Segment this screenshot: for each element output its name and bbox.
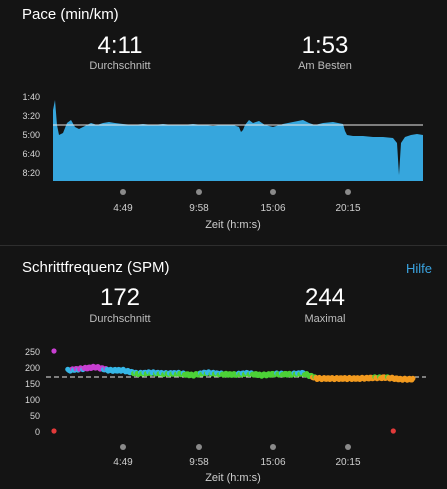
pace-avg-value: 4:11 xyxy=(97,32,143,59)
pace-area xyxy=(53,100,423,181)
pace-x-tick-dot xyxy=(196,189,202,195)
pace-y-tick: 8:20 xyxy=(22,168,40,178)
cadence-point xyxy=(390,428,396,434)
cadence-x-tick-label: 20:15 xyxy=(335,457,361,468)
cadence-avg-value: 172 xyxy=(99,284,141,311)
pace-x-tick-dot xyxy=(345,189,351,195)
cadence-y-tick: 100 xyxy=(24,395,40,405)
pace-x-tick-label: 4:49 xyxy=(113,203,133,214)
cadence-point xyxy=(410,375,416,381)
pace-y-tick: 1:40 xyxy=(22,92,40,102)
cadence-x-axis-title: Zeit (h:m:s) xyxy=(205,472,261,484)
cadence-x-tick-dot xyxy=(120,444,126,450)
cadence-point xyxy=(51,428,57,434)
cadence-y-tick: 150 xyxy=(24,379,40,389)
cadence-x-tick-label: 15:06 xyxy=(260,457,286,468)
cadence-title: Schrittfrequenz (SPM) xyxy=(22,259,170,276)
pace-y-tick: 6:40 xyxy=(22,149,40,159)
cadence-max-label: Maximal xyxy=(304,313,346,325)
cadence-x-tick-label: 4:49 xyxy=(113,457,133,468)
pace-best-label: Am Besten xyxy=(298,60,352,72)
pace-x-tick-dot xyxy=(120,189,126,195)
cadence-chart xyxy=(46,348,426,434)
pace-x-tick-label: 9:58 xyxy=(189,203,209,214)
pace-x-tick-dot xyxy=(270,189,276,195)
pace-y-tick: 5:00 xyxy=(22,130,40,140)
cadence-x-tick-dot xyxy=(270,444,276,450)
pace-best-value: 1:53 xyxy=(301,32,349,59)
section-divider xyxy=(0,245,447,246)
pace-x-tick-label: 20:15 xyxy=(335,203,361,214)
help-link[interactable]: Hilfe xyxy=(406,261,433,276)
cadence-y-tick: 50 xyxy=(29,411,40,421)
pace-x-tick-label: 15:06 xyxy=(260,203,286,214)
pace-chart xyxy=(53,100,423,181)
cadence-points xyxy=(51,348,416,434)
cadence-x-tick-dot xyxy=(345,444,351,450)
cadence-x-tick-label: 9:58 xyxy=(189,457,209,468)
cadence-x-tick-dot xyxy=(196,444,202,450)
pace-y-tick: 3:20 xyxy=(22,111,40,121)
cadence-y-tick: 0 xyxy=(34,427,40,437)
cadence-y-tick: 250 xyxy=(24,347,40,357)
pace-avg-label: Durchschnitt xyxy=(89,60,151,72)
pace-x-axis-title: Zeit (h:m:s) xyxy=(205,219,261,231)
cadence-y-tick: 200 xyxy=(24,363,40,373)
cadence-avg-label: Durchschnitt xyxy=(89,313,151,325)
cadence-point xyxy=(51,348,57,354)
pace-title: Pace (min/km) xyxy=(22,6,119,23)
cadence-max-value: 244 xyxy=(304,284,346,311)
